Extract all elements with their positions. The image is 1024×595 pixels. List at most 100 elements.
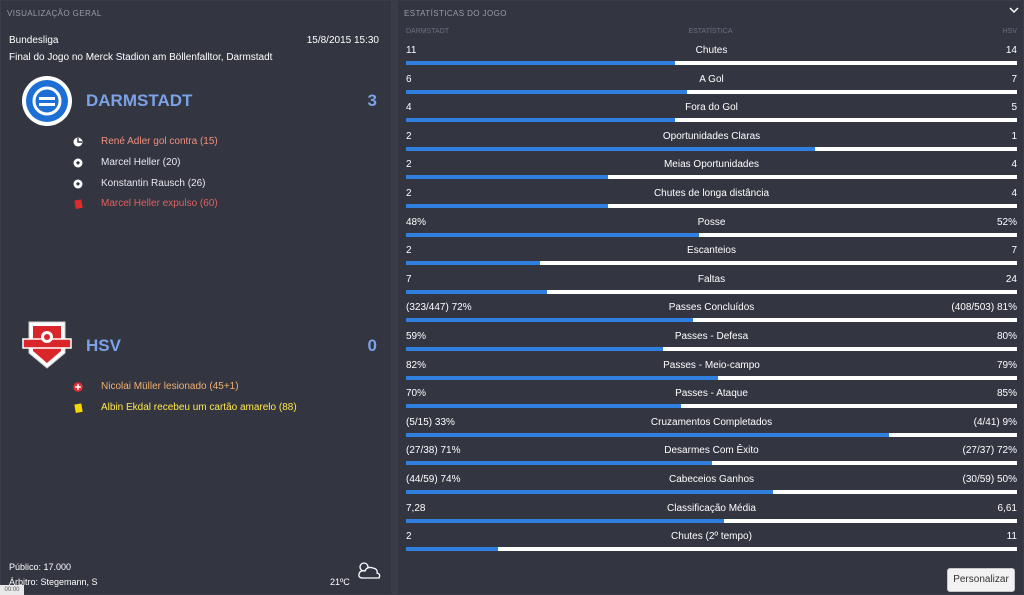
stat-label: Classificação Média <box>667 502 756 514</box>
stat-home-value: 2 <box>406 188 412 199</box>
stat-away-value: (27/37) 72% <box>962 445 1017 457</box>
stat-home-value: (5/15) 33% <box>406 416 455 428</box>
referee: Árbitro: Stegemann, S <box>9 577 98 587</box>
darmstadt-badge[interactable] <box>21 75 73 127</box>
stat-label: Fora do Gol <box>685 102 738 114</box>
stat-bar-home-fill <box>406 375 718 380</box>
stat-away-value: 4 <box>1011 159 1017 171</box>
stat-away-value: 11 <box>1006 531 1017 543</box>
stat-bar <box>406 347 1017 351</box>
stat-label: Chutes (2º tempo) <box>671 531 752 543</box>
stat-bar <box>406 204 1017 208</box>
stat-home-value: 6 <box>406 73 412 85</box>
stat-home-value: 2 <box>406 130 412 142</box>
stat-bar-home-fill <box>406 261 541 266</box>
stat-home-value: 11 <box>406 45 417 56</box>
stat-away-value: 24 <box>1005 273 1017 285</box>
away-team-name[interactable]: HSV <box>86 336 121 355</box>
stat-bar-home-fill <box>406 118 675 123</box>
stat-row: 48% Posse 52% <box>406 215 1017 243</box>
stats-header-stat: ESTATÍSTICA <box>688 28 733 35</box>
stat-label: Chutes de longa distância <box>653 188 770 199</box>
goal-ball-icon <box>73 179 83 189</box>
clock-display: 00:00 <box>0 585 24 595</box>
stat-bar <box>406 89 1017 94</box>
stat-row: 2 Meias Oportunidades 4 <box>406 157 1017 185</box>
competition-name[interactable]: Bundesliga <box>9 35 59 46</box>
yellow-card-icon <box>74 403 83 413</box>
stat-away-value: 79% <box>996 359 1017 371</box>
stat-row: 7 Faltas 24 <box>406 272 1017 300</box>
stat-home-value: (323/447) 72% <box>406 302 472 314</box>
stat-row: 2 Chutes (2º tempo) 11 <box>406 529 1017 557</box>
stat-label: Cabeceios Ganhos <box>668 474 755 485</box>
stat-bar <box>406 318 1017 323</box>
stat-label: Cruzamentos Completados <box>650 416 773 428</box>
stat-bar <box>406 404 1017 409</box>
event-text: René Adler gol contra (15) <box>101 136 218 147</box>
stat-home-value: (44/59) 74% <box>406 474 461 485</box>
stat-home-value: 2 <box>406 245 412 257</box>
stat-home-value: 48% <box>406 216 427 228</box>
stat-home-value: 7,28 <box>406 502 426 514</box>
event-text: Albin Ekdal recebeu um cartão amarelo (8… <box>101 402 297 413</box>
hsv-badge[interactable] <box>21 319 73 371</box>
stat-bar <box>406 232 1017 237</box>
stat-home-value: 4 <box>406 102 412 114</box>
stat-bar-home-fill <box>406 232 700 237</box>
stat-row: 82% Passes - Meio-campo 79% <box>406 358 1017 386</box>
away-event-injury: Nicolai Müller lesionado (45+1) <box>73 380 373 394</box>
home-event-goal: Konstantin Rausch (26) <box>73 177 373 191</box>
stat-bar-home-fill <box>406 547 498 552</box>
stat-label: Desarmes Com Êxito <box>664 445 759 457</box>
stat-row: 59% Passes - Defesa 80% <box>406 329 1017 357</box>
stat-row: 70% Passes - Ataque 85% <box>406 386 1017 414</box>
stat-bar-home-fill <box>406 490 773 494</box>
customize-button[interactable]: Personalizar <box>947 568 1015 592</box>
stat-row: (323/447) 72% Passes Concluídos (408/503) … <box>406 300 1017 328</box>
stat-bar <box>406 490 1017 494</box>
stat-bar-home-fill <box>406 404 681 409</box>
stat-away-value: (408/503) 81% <box>951 302 1017 314</box>
injury-icon <box>73 382 83 392</box>
stat-row: (5/15) 33% Cruzamentos Completados (4/41) … <box>406 415 1017 443</box>
home-event-goal: Marcel Heller (20) <box>73 156 373 170</box>
stat-home-value: 2 <box>406 159 412 171</box>
stat-label: Chutes <box>695 45 728 56</box>
own-goal-icon <box>73 137 83 147</box>
stat-bar-home-fill <box>406 347 663 351</box>
stat-label: Oportunidades Claras <box>662 130 761 142</box>
event-text: Nicolai Müller lesionado (45+1) <box>101 381 239 392</box>
stat-row: 2 Oportunidades Claras 1 <box>406 129 1017 157</box>
stat-away-value: 80% <box>996 331 1017 342</box>
attendance: Público: 17.000 <box>9 562 72 572</box>
chevron-down-icon[interactable] <box>1009 5 1019 15</box>
home-team-name[interactable]: DARMSTADT <box>86 91 193 110</box>
stat-away-value: 7 <box>1011 245 1017 257</box>
partly-cloudy-icon <box>358 562 381 579</box>
stat-bar-home-fill <box>406 146 816 151</box>
stat-label: Faltas <box>697 273 726 285</box>
red-card-icon <box>74 199 83 209</box>
stat-bar <box>406 289 1017 294</box>
stat-bar-home-fill <box>406 204 608 208</box>
stat-bar <box>406 118 1017 123</box>
stat-home-value: (27/38) 71% <box>406 445 461 457</box>
stat-away-value: 85% <box>996 388 1017 400</box>
home-event-red-card: Marcel Heller expulso (60) <box>73 197 373 211</box>
stat-bar-home-fill <box>406 175 608 180</box>
match-description: Final do Jogo no Merck Stadion am Böllen… <box>9 52 273 63</box>
stat-label: Passes - Ataque <box>675 388 748 400</box>
stat-away-value: 6,61 <box>997 502 1017 514</box>
stats-header-home: DARMSTADT <box>406 28 450 35</box>
stat-label: Escanteios <box>687 245 736 257</box>
stat-away-value: 1 <box>1011 130 1017 142</box>
stat-row: 4 Fora do Gol 5 <box>406 100 1017 128</box>
stat-away-value: 7 <box>1011 73 1017 85</box>
stat-bar <box>406 61 1017 65</box>
stat-bar <box>406 461 1017 466</box>
overview-title: VISUALIZAÇÃO GERAL <box>7 9 102 18</box>
stat-home-value: 59% <box>406 331 427 342</box>
stat-away-value: 4 <box>1011 188 1017 199</box>
stat-bar-home-fill <box>406 318 694 323</box>
